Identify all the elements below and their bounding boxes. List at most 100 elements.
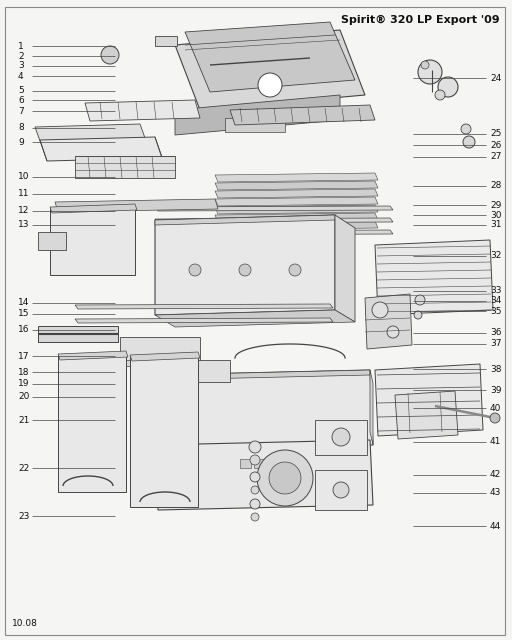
Circle shape <box>332 428 350 446</box>
Text: 18: 18 <box>18 368 30 377</box>
Polygon shape <box>375 364 483 436</box>
Polygon shape <box>155 218 393 223</box>
Circle shape <box>418 60 442 84</box>
Text: 38: 38 <box>490 365 501 374</box>
Text: 34: 34 <box>490 296 501 305</box>
Text: 5: 5 <box>18 86 24 95</box>
Circle shape <box>372 302 388 318</box>
Bar <box>268 459 279 468</box>
Circle shape <box>435 90 445 100</box>
Polygon shape <box>175 95 340 135</box>
Polygon shape <box>185 22 355 92</box>
Polygon shape <box>155 370 370 380</box>
Polygon shape <box>215 189 378 198</box>
Text: 43: 43 <box>490 488 501 497</box>
Circle shape <box>101 46 119 64</box>
Polygon shape <box>155 310 355 327</box>
Text: 6: 6 <box>18 96 24 105</box>
Bar <box>130 355 198 507</box>
Circle shape <box>387 326 399 338</box>
Text: 42: 42 <box>490 470 501 479</box>
Text: 21: 21 <box>18 416 29 425</box>
Text: 4: 4 <box>18 72 24 81</box>
Text: 12: 12 <box>18 206 29 215</box>
Circle shape <box>333 482 349 498</box>
Text: 17: 17 <box>18 352 30 361</box>
Circle shape <box>189 264 201 276</box>
Circle shape <box>250 472 260 482</box>
Polygon shape <box>40 137 162 161</box>
Circle shape <box>249 441 261 453</box>
Text: 16: 16 <box>18 325 30 334</box>
Circle shape <box>251 513 259 521</box>
Polygon shape <box>375 240 493 315</box>
Circle shape <box>269 462 301 494</box>
Text: 35: 35 <box>490 307 501 316</box>
Text: 19: 19 <box>18 380 30 388</box>
Polygon shape <box>35 124 145 141</box>
Polygon shape <box>365 294 412 349</box>
Polygon shape <box>215 221 378 230</box>
Text: 37: 37 <box>490 339 501 348</box>
Bar <box>125 360 197 366</box>
Text: 41: 41 <box>490 437 501 446</box>
Bar <box>160 360 230 382</box>
Circle shape <box>438 77 458 97</box>
Circle shape <box>257 450 313 506</box>
Text: 27: 27 <box>490 152 501 161</box>
Bar <box>315 470 367 510</box>
Polygon shape <box>75 318 333 323</box>
Polygon shape <box>155 215 335 315</box>
Circle shape <box>421 61 429 69</box>
Circle shape <box>461 124 471 134</box>
Text: 7: 7 <box>18 107 24 116</box>
Text: 8: 8 <box>18 124 24 132</box>
Bar <box>155 36 177 46</box>
Circle shape <box>490 413 500 423</box>
Text: 33: 33 <box>490 286 501 295</box>
Circle shape <box>289 264 301 276</box>
Text: 32: 32 <box>490 252 501 260</box>
Text: 24: 24 <box>490 74 501 83</box>
Text: 40: 40 <box>490 404 501 413</box>
Polygon shape <box>230 105 375 125</box>
Circle shape <box>463 136 475 148</box>
Polygon shape <box>50 204 137 213</box>
Text: 26: 26 <box>490 141 501 150</box>
Polygon shape <box>395 391 458 439</box>
Polygon shape <box>155 206 393 211</box>
Polygon shape <box>155 440 373 510</box>
Circle shape <box>250 455 260 465</box>
Bar <box>50 207 135 275</box>
Text: 10.08: 10.08 <box>12 619 38 628</box>
Polygon shape <box>155 215 335 225</box>
Polygon shape <box>155 370 373 450</box>
Bar <box>225 118 285 132</box>
Text: 15: 15 <box>18 309 30 318</box>
Polygon shape <box>55 199 218 212</box>
Text: 22: 22 <box>18 464 29 473</box>
Polygon shape <box>85 100 200 121</box>
Bar <box>75 156 175 178</box>
Text: 13: 13 <box>18 220 30 229</box>
Text: 20: 20 <box>18 392 29 401</box>
Bar <box>315 420 367 455</box>
Polygon shape <box>215 213 378 222</box>
Bar <box>254 459 265 468</box>
Polygon shape <box>130 352 200 361</box>
Bar <box>240 459 251 468</box>
Polygon shape <box>155 230 393 235</box>
Text: 28: 28 <box>490 181 501 190</box>
Polygon shape <box>215 205 378 214</box>
Polygon shape <box>75 304 333 309</box>
Circle shape <box>414 311 422 319</box>
Text: 23: 23 <box>18 512 29 521</box>
Circle shape <box>250 499 260 509</box>
Text: 31: 31 <box>490 220 501 229</box>
Text: 9: 9 <box>18 138 24 147</box>
Polygon shape <box>58 351 128 360</box>
Text: 3: 3 <box>18 61 24 70</box>
Text: 29: 29 <box>490 201 501 210</box>
Polygon shape <box>175 30 365 110</box>
Polygon shape <box>370 370 373 445</box>
